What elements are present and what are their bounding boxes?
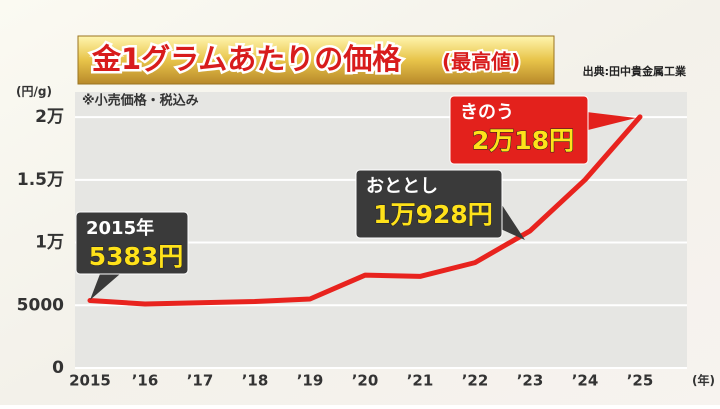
callout-tail: [90, 274, 120, 300]
x-tick-label: ’25: [627, 372, 654, 390]
x-tick-label: ’16: [132, 372, 159, 390]
title-note: (最高値): [442, 50, 520, 74]
x-tick-label: ’21: [407, 372, 434, 390]
callout-title: おととし: [366, 176, 438, 197]
callout-box: [355, 169, 503, 239]
y-tick-label: 5000: [17, 295, 64, 315]
value-label: 2万18円: [472, 126, 574, 155]
x-tick-label: ’24: [572, 372, 599, 390]
chart-title: 金1グラムあたりの価格: [91, 42, 402, 76]
data-line: [87, 114, 643, 307]
x-unit: (年): [692, 373, 715, 388]
x-tick-label: ’22: [462, 372, 489, 390]
callout-title: きのう: [460, 102, 514, 123]
y-tick-label: 2万: [35, 107, 64, 127]
callout-title: 2015年: [86, 217, 154, 239]
y-tick-label: 0: [52, 358, 64, 378]
y-tick-label: 1万: [35, 233, 64, 253]
source: 出典:田中貴金属工業: [583, 64, 687, 78]
y-unit: (円/g): [16, 85, 52, 99]
note: ※小売価格・税込み: [82, 93, 199, 109]
x-tick-label: ’18: [242, 372, 269, 390]
x-tick-label: ’17: [187, 372, 214, 390]
x-tick-label: 2015: [69, 372, 111, 390]
callout-box: [75, 211, 189, 275]
x-tick-label: ’23: [517, 372, 544, 390]
callout-box: [449, 95, 589, 165]
x-tick-label: ’19: [297, 372, 324, 390]
y-tick-label: 1.5万: [17, 170, 64, 190]
value-label: 1万928円: [373, 200, 493, 229]
value-label: 5383円: [89, 242, 184, 271]
title-box: [77, 35, 555, 85]
x-tick-label: ’20: [352, 372, 379, 390]
